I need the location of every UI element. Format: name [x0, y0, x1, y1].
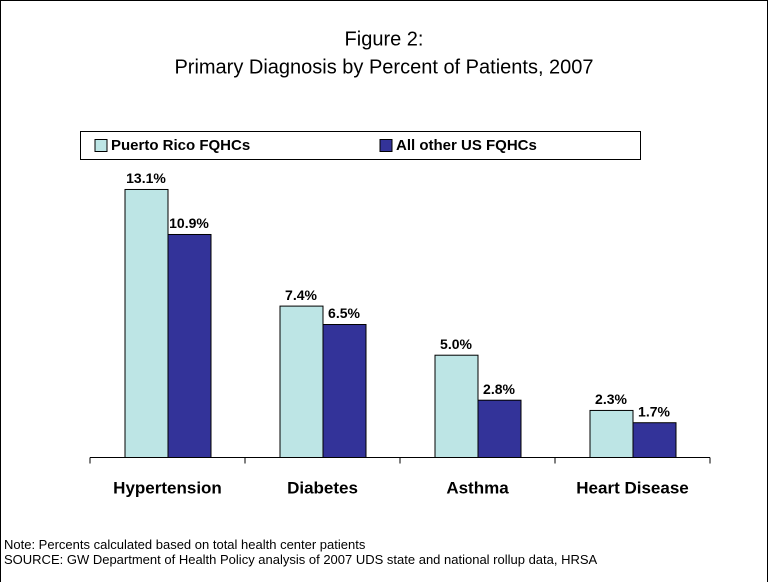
data-label: 6.5%: [328, 305, 360, 321]
data-label: 10.9%: [169, 215, 209, 231]
bar: [477, 399, 522, 459]
bar: [279, 305, 324, 459]
legend-box: [80, 131, 641, 160]
note: Note: Percents calculated based on total…: [4, 537, 366, 552]
bar: [322, 324, 367, 459]
bar: [434, 354, 479, 459]
x-tick-label: Hypertension: [113, 478, 222, 497]
data-label: 2.8%: [483, 381, 515, 397]
legend-label: Puerto Rico FQHCs: [111, 137, 250, 154]
data-label: 5.0%: [440, 336, 472, 352]
x-tick-label: Heart Disease: [576, 478, 688, 497]
x-tick-label: Diabetes: [287, 478, 358, 497]
bar: [632, 422, 677, 458]
legend-swatch: [379, 139, 393, 152]
chart-subtitle: Primary Diagnosis by Percent of Patients…: [174, 56, 593, 78]
data-label: 7.4%: [285, 287, 317, 303]
data-label: 13.1%: [126, 170, 166, 186]
chart-title: Figure 2:: [345, 28, 424, 50]
data-label: 1.7%: [638, 403, 670, 419]
bar: [124, 188, 169, 458]
legend-swatch: [94, 139, 108, 152]
x-tick-label: Asthma: [446, 478, 509, 497]
bar: [589, 409, 634, 458]
source: SOURCE: GW Department of Health Policy a…: [4, 551, 598, 567]
data-label: 2.3%: [595, 391, 627, 407]
legend-label: All other US FQHCs: [396, 137, 537, 154]
bar: [167, 233, 212, 458]
